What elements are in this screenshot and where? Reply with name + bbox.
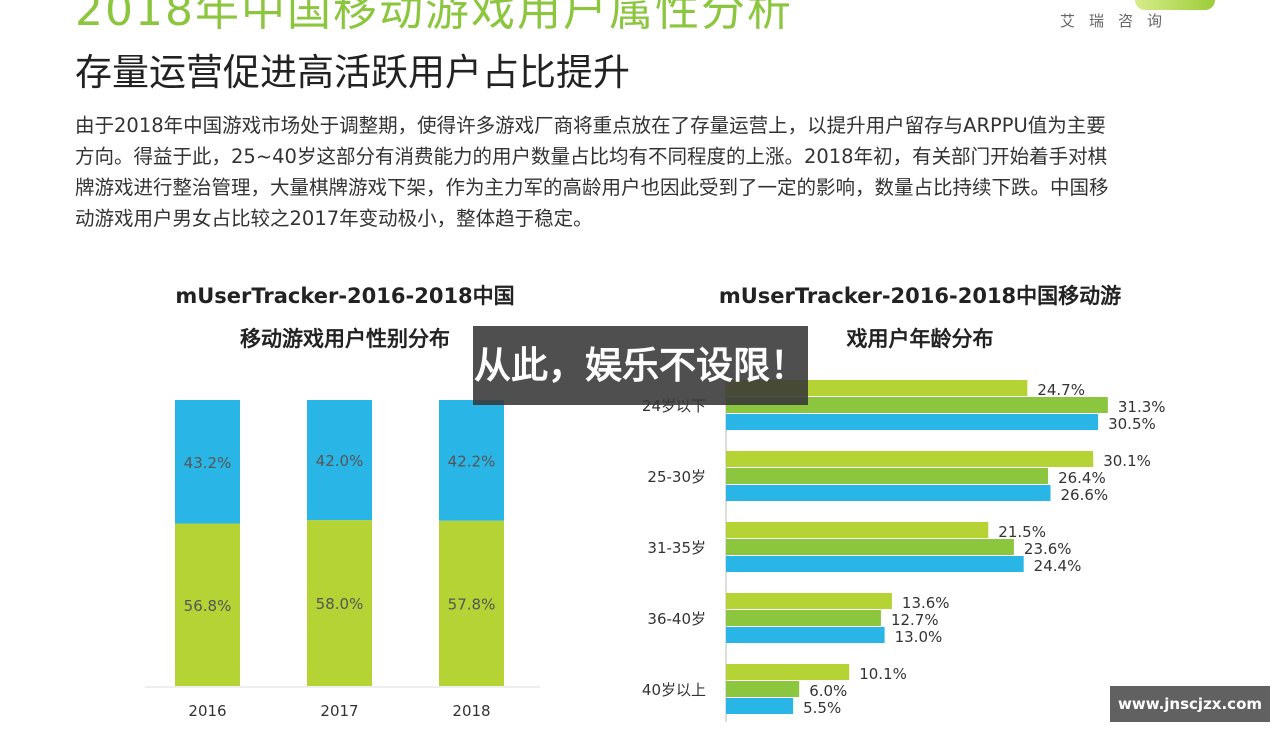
horizontal-bar [726, 485, 1051, 501]
bar-data-label: 57.8% [448, 595, 496, 613]
section-subtitle: 存量运营促进高活跃用户占比提升 [75, 51, 630, 94]
horizontal-bar [726, 681, 800, 697]
stacked-bar-segment [307, 400, 372, 521]
stacked-bar-segment [307, 520, 372, 686]
horizontal-bar [726, 664, 850, 680]
watermark: www.jnscjzx.com [1110, 686, 1270, 722]
horizontal-bar [726, 522, 989, 538]
horizontal-bar [726, 451, 1094, 467]
bar-data-label: 6.0% [809, 682, 847, 700]
paragraph-line: 动游戏用户男女占比较之2017年变动极小，整体趋于稳定。 [75, 207, 593, 230]
horizontal-bar [726, 593, 892, 609]
horizontal-bar [726, 397, 1108, 413]
paragraph-line: 方向。得益于此，25~40岁这部分有消费能力的用户数量占比均有不同程度的上涨。2… [75, 145, 1108, 168]
y-tick-label: 36-40岁 [647, 610, 706, 628]
logo-text: 艾瑞咨询 [1060, 12, 1177, 30]
bar-data-label: 56.8% [184, 597, 232, 615]
x-tick-label: 2017 [320, 702, 358, 720]
stacked-bar-segment [175, 523, 240, 686]
horizontal-bar [726, 610, 881, 626]
bar-data-label: 30.1% [1103, 452, 1151, 470]
horizontal-bar [726, 414, 1099, 430]
bar-data-label: 42.0% [316, 452, 364, 470]
bar-data-label: 21.5% [998, 523, 1046, 541]
horizontal-bar [726, 556, 1024, 572]
stacked-bar-segment [439, 400, 504, 521]
report-title: 2018年中国移动游戏用户属性分析 [75, 0, 793, 36]
bar-data-label: 43.2% [184, 454, 232, 472]
horizontal-bar [726, 698, 794, 714]
bar-data-label: 31.3% [1118, 398, 1166, 416]
x-tick-label: 2016 [188, 702, 226, 720]
age-chart-title-2: 戏用户年龄分布 [846, 327, 994, 351]
bar-data-label: 5.5% [803, 699, 841, 717]
stacked-bar-segment [175, 400, 240, 524]
paragraph-line: 由于2018年中国游戏市场处于调整期，使得许多游戏厂商将重点放在了存量运营上，以… [75, 114, 1106, 137]
bar-data-label: 24.4% [1034, 557, 1082, 575]
body-paragraph: 由于2018年中国游戏市场处于调整期，使得许多游戏厂商将重点放在了存量运营上，以… [75, 110, 1225, 234]
logo-graphic [1135, 0, 1215, 10]
x-tick-label: 2018 [452, 702, 490, 720]
bar-data-label: 13.6% [902, 594, 950, 612]
y-tick-label: 40岁以上 [642, 681, 706, 699]
horizontal-bar [726, 539, 1014, 555]
overlay-banner: 从此，娱乐不设限！ [473, 326, 808, 405]
bar-data-label: 30.5% [1108, 415, 1156, 433]
paragraph-line: 牌游戏进行整治管理，大量棋牌游戏下架，作为主力军的高龄用户也因此受到了一定的影响… [75, 176, 1109, 199]
iresearch-logo: 艾瑞咨询 [1040, 0, 1230, 35]
horizontal-bar [726, 468, 1049, 484]
bar-data-label: 42.2% [448, 452, 496, 470]
age-chart-title-1: mUserTracker-2016-2018中国移动游 [718, 284, 1122, 308]
bar-data-label: 23.6% [1024, 540, 1072, 558]
bar-data-label: 26.4% [1058, 469, 1106, 487]
bar-data-label: 12.7% [891, 611, 939, 629]
bar-data-label: 58.0% [316, 595, 364, 613]
y-tick-label: 25-30岁 [647, 468, 706, 486]
bar-data-label: 10.1% [859, 665, 907, 683]
gender-chart-title-1: mUserTracker-2016-2018中国 [175, 284, 515, 308]
bar-data-label: 26.6% [1061, 486, 1109, 504]
y-tick-label: 31-35岁 [647, 539, 706, 557]
gender-chart-title-2: 移动游戏用户性别分布 [240, 327, 450, 351]
stacked-bar-segment [439, 520, 504, 686]
bar-data-label: 13.0% [895, 628, 943, 646]
bar-data-label: 24.7% [1037, 381, 1085, 399]
horizontal-bar [726, 627, 885, 643]
